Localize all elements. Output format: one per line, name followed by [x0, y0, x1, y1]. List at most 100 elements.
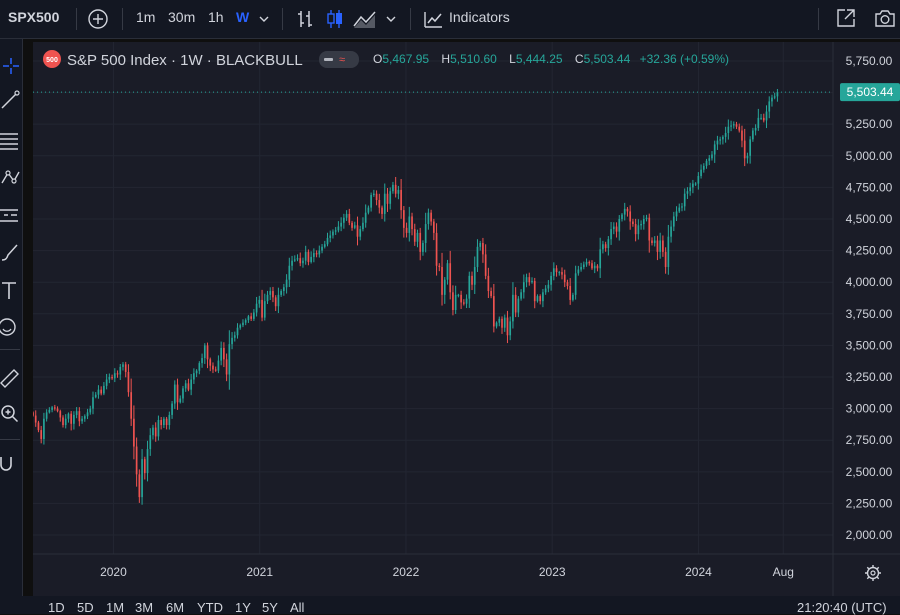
legend-toggle[interactable]: [319, 51, 359, 68]
candle-body: [353, 225, 356, 228]
zoom-in-icon[interactable]: [0, 403, 22, 425]
candle-body: [727, 126, 730, 134]
chevron-down-icon[interactable]: [385, 14, 397, 24]
price-chart[interactable]: 2,000.00 2,250.00 2,500.00 2,750.00 3,000.00…: [32, 42, 900, 596]
candle-body: [364, 212, 367, 223]
candle-body: [585, 261, 588, 265]
range-all[interactable]: All: [290, 600, 305, 615]
range-1y[interactable]: 1Y: [235, 600, 251, 615]
area-chart-type-icon[interactable]: [352, 8, 378, 30]
candle-body: [250, 316, 252, 319]
candle-body: [640, 224, 642, 226]
candle-body: [746, 155, 749, 159]
candle-body: [81, 418, 83, 422]
candle-body: [285, 279, 288, 288]
candle-body: [272, 291, 274, 298]
camera-icon[interactable]: [873, 7, 897, 29]
candle-body: [569, 285, 572, 300]
candle-body: [165, 418, 168, 426]
candle-body: [403, 210, 405, 228]
crosshair-icon[interactable]: [0, 55, 22, 77]
candle-body: [539, 296, 542, 302]
candle-body: [228, 344, 231, 375]
candle-body: [776, 92, 779, 97]
range-1d[interactable]: 1D: [48, 600, 65, 615]
candle-body: [732, 124, 735, 126]
brush-icon[interactable]: [0, 241, 22, 263]
candle-body: [280, 291, 282, 295]
candle-body: [501, 318, 503, 328]
emoji-icon[interactable]: [0, 316, 22, 338]
range-3m[interactable]: 3M: [135, 600, 154, 615]
candle-body: [561, 272, 563, 275]
toolbar-divider: [0, 439, 20, 440]
candle-body: [637, 225, 640, 235]
candle-body: [323, 244, 326, 247]
candle-body: [198, 363, 201, 371]
interval-1m[interactable]: 1m: [136, 9, 156, 25]
candle-body: [498, 318, 501, 323]
symbol-search[interactable]: SPX500: [8, 9, 60, 25]
text-tool-icon[interactable]: [0, 279, 22, 301]
candle-body: [580, 267, 582, 270]
candle-body: [141, 459, 143, 498]
candle-body: [670, 226, 672, 237]
candle-body: [566, 282, 569, 286]
candle-body: [318, 250, 321, 255]
interval-weekly[interactable]: W: [236, 9, 250, 25]
magnet-icon[interactable]: [0, 453, 22, 475]
candle-body: [593, 265, 596, 269]
candles-chart-type-icon[interactable]: [325, 8, 345, 30]
chart-settings-icon[interactable]: [865, 565, 881, 581]
chevron-down-icon[interactable]: [258, 14, 270, 24]
candle-body: [542, 292, 544, 302]
candle-body: [738, 126, 741, 131]
forecasting-tool-icon[interactable]: [0, 204, 22, 226]
candle-body: [574, 273, 577, 295]
candle-body: [206, 345, 209, 360]
ruler-icon[interactable]: [0, 366, 22, 388]
indicators-icon[interactable]: [422, 8, 444, 30]
utc-clock[interactable]: 21:20:40 (UTC): [797, 600, 887, 615]
range-5y[interactable]: 5Y: [262, 600, 278, 615]
range-6m[interactable]: 6M: [166, 600, 185, 615]
candle-body: [659, 240, 662, 252]
candle-body: [610, 229, 612, 240]
candle-body: [582, 264, 585, 268]
y-tick-label: 5,000.00: [846, 149, 893, 163]
range-5d[interactable]: 5D: [77, 600, 94, 615]
candle-body: [149, 435, 152, 450]
range-ytd[interactable]: YTD: [197, 600, 223, 615]
candle-body: [675, 211, 678, 217]
snapshot-icon[interactable]: [835, 7, 857, 29]
wave-icon[interactable]: ≈: [339, 54, 345, 66]
candle-body: [572, 294, 574, 300]
candle-body: [394, 184, 397, 194]
bar-chart-type-icon[interactable]: [295, 8, 315, 30]
candle-body: [212, 365, 214, 370]
candle-body: [157, 419, 160, 437]
candle-body: [520, 292, 522, 299]
trend-line-icon[interactable]: [0, 89, 22, 111]
candle-body: [730, 125, 732, 127]
candle-body: [632, 221, 634, 225]
fib-retracement-icon[interactable]: [0, 129, 22, 151]
candle-body: [760, 117, 762, 119]
last-price-marker: 5,503.44: [840, 83, 900, 102]
collapse-icon[interactable]: [324, 58, 333, 61]
chart-pane[interactable]: 2,000.00 2,250.00 2,500.00 2,750.00 3,000.00…: [32, 42, 900, 596]
candle-body: [503, 317, 506, 328]
candle-body: [103, 385, 105, 394]
interval-30m[interactable]: 30m: [168, 9, 196, 25]
candle-body: [424, 224, 427, 244]
range-1m[interactable]: 1M: [106, 600, 125, 615]
candle-body: [168, 414, 171, 426]
pattern-tool-icon[interactable]: [0, 167, 22, 189]
candle-body: [242, 322, 244, 326]
indicators-button[interactable]: Indicators: [449, 9, 510, 25]
candle-body: [536, 296, 539, 302]
candle-body: [171, 403, 173, 415]
interval-1h[interactable]: 1h: [208, 9, 224, 25]
add-symbol-icon[interactable]: [87, 8, 109, 30]
candle-body: [304, 251, 307, 261]
